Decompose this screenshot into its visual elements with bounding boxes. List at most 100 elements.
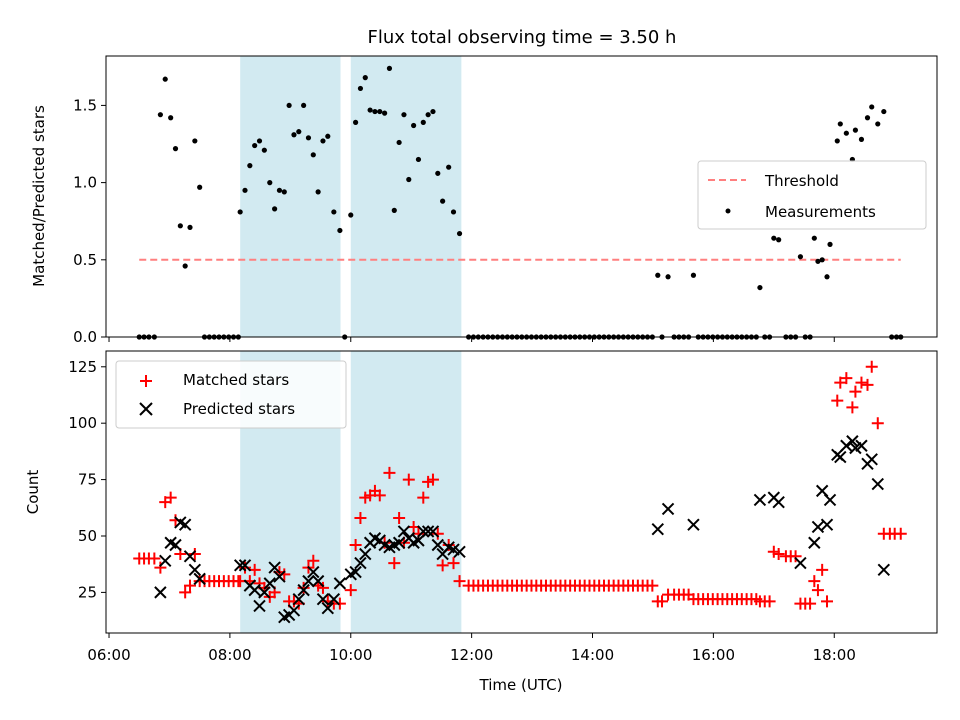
- measurement-point: [797, 254, 804, 260]
- predicted-star-point: [307, 565, 320, 579]
- matched-star-point: [816, 563, 829, 576]
- matched-star-point: [849, 385, 862, 398]
- matched-star-point: [821, 595, 834, 608]
- matched-star-point: [148, 552, 161, 565]
- measurement-point: [372, 108, 378, 115]
- matched-star-point: [840, 372, 853, 385]
- measurement-point: [187, 224, 193, 230]
- matched-star-point: [871, 417, 884, 430]
- predicted-star-point: [159, 554, 172, 568]
- matched-star-point: [834, 376, 847, 389]
- measurement-point: [286, 102, 292, 109]
- matched-star-point: [184, 579, 197, 592]
- measurement-point: [406, 176, 412, 183]
- bottom-legend: Matched stars Predicted stars: [115, 360, 347, 429]
- measurement-point: [162, 76, 168, 82]
- measurement-point: [425, 112, 431, 118]
- predicted-stars-points: [154, 435, 891, 624]
- shaded-interval: [240, 56, 341, 337]
- predicted-star-point: [297, 583, 310, 597]
- y-tick-label: 50: [78, 527, 97, 545]
- measurement-point: [252, 142, 258, 149]
- matched-star-point: [808, 575, 821, 588]
- matched-star-point: [373, 489, 386, 502]
- matched-star-point: [354, 511, 367, 524]
- predicted-star-point: [287, 604, 301, 617]
- y-tick-label: 100: [68, 414, 97, 432]
- measurement-point: [348, 212, 354, 218]
- measurement-point: [450, 209, 457, 215]
- matched-star-point: [846, 401, 859, 414]
- y-tick-label: 75: [78, 471, 97, 489]
- matched-star-point: [333, 597, 346, 610]
- predicted-star-point: [661, 502, 675, 516]
- y-tick-label: 1.5: [73, 96, 97, 114]
- measurement-point: [690, 272, 697, 278]
- measurement-point: [256, 138, 263, 144]
- measurement-point: [665, 274, 671, 280]
- measurement-point: [377, 108, 383, 115]
- predicted-star-point: [453, 545, 466, 558]
- measurement-point: [182, 263, 188, 269]
- measurement-point: [325, 133, 331, 139]
- predicted-star-point: [865, 453, 878, 466]
- measurement-point: [296, 129, 302, 135]
- y-tick-label: 25: [78, 583, 97, 601]
- predicted-star-point: [823, 493, 837, 507]
- predicted-star-point: [238, 559, 252, 572]
- measurement-point: [331, 209, 337, 215]
- matched-star-point: [804, 597, 817, 610]
- predicted-star-point: [263, 577, 276, 590]
- legend-predicted-label: Predicted stars: [183, 400, 295, 418]
- measurement-point: [869, 104, 875, 110]
- measurement-point: [382, 110, 388, 116]
- predicted-star-point: [327, 592, 341, 606]
- bottom-y-axis-label: Count: [24, 470, 42, 515]
- measurement-point: [824, 274, 830, 280]
- legend-measurements-label: Measurements: [765, 203, 876, 221]
- predicted-star-point: [687, 518, 700, 531]
- predicted-star-point: [808, 536, 821, 549]
- measurement-point: [172, 146, 179, 152]
- measurement-point: [819, 257, 825, 263]
- legend-matched-swatch: [140, 375, 152, 387]
- predicted-star-point: [877, 563, 891, 577]
- measurement-point: [881, 108, 887, 115]
- measurement-point: [655, 272, 661, 278]
- measurement-point: [401, 112, 407, 118]
- bottom-panel: 25 50 75 100 125 06:00 08:00 10:00 12:00 14:00 16…: [24, 350, 938, 694]
- predicted-star-point: [349, 565, 362, 579]
- matched-star-point: [383, 466, 396, 479]
- measurement-point: [834, 138, 840, 144]
- measurement-point: [456, 230, 463, 237]
- measurement-point: [168, 115, 174, 121]
- predicted-star-point: [811, 520, 825, 534]
- x-tick-label: 08:00: [208, 646, 251, 664]
- measurement-point: [301, 102, 307, 109]
- predicted-star-point: [426, 525, 440, 538]
- matched-star-point: [278, 568, 291, 581]
- matched-star-point: [831, 394, 844, 407]
- measurement-point: [875, 121, 881, 127]
- matched-star-point: [447, 557, 460, 570]
- measurement-point: [411, 122, 417, 129]
- matched-star-point: [188, 548, 201, 561]
- predicted-star-point: [183, 550, 197, 563]
- measurement-point: [757, 284, 763, 291]
- y-tick-label: 1.0: [73, 174, 97, 192]
- predicted-star-point: [417, 525, 430, 538]
- predicted-star-point: [846, 435, 859, 448]
- measurement-point: [852, 127, 859, 133]
- predicted-star-point: [421, 525, 435, 538]
- measurement-point: [386, 65, 393, 71]
- measurement-point: [446, 164, 452, 170]
- measurement-point: [420, 119, 426, 125]
- predicted-star-point: [834, 450, 847, 464]
- measurement-point: [305, 135, 312, 141]
- matched-star-point: [393, 511, 406, 524]
- bottom-y-ticks: 25 50 75 100 125: [68, 358, 106, 601]
- y-tick-label: 0.5: [73, 251, 97, 269]
- measurement-point: [858, 136, 865, 142]
- legend-threshold-label: Threshold: [764, 172, 839, 190]
- measurement-point: [367, 107, 373, 113]
